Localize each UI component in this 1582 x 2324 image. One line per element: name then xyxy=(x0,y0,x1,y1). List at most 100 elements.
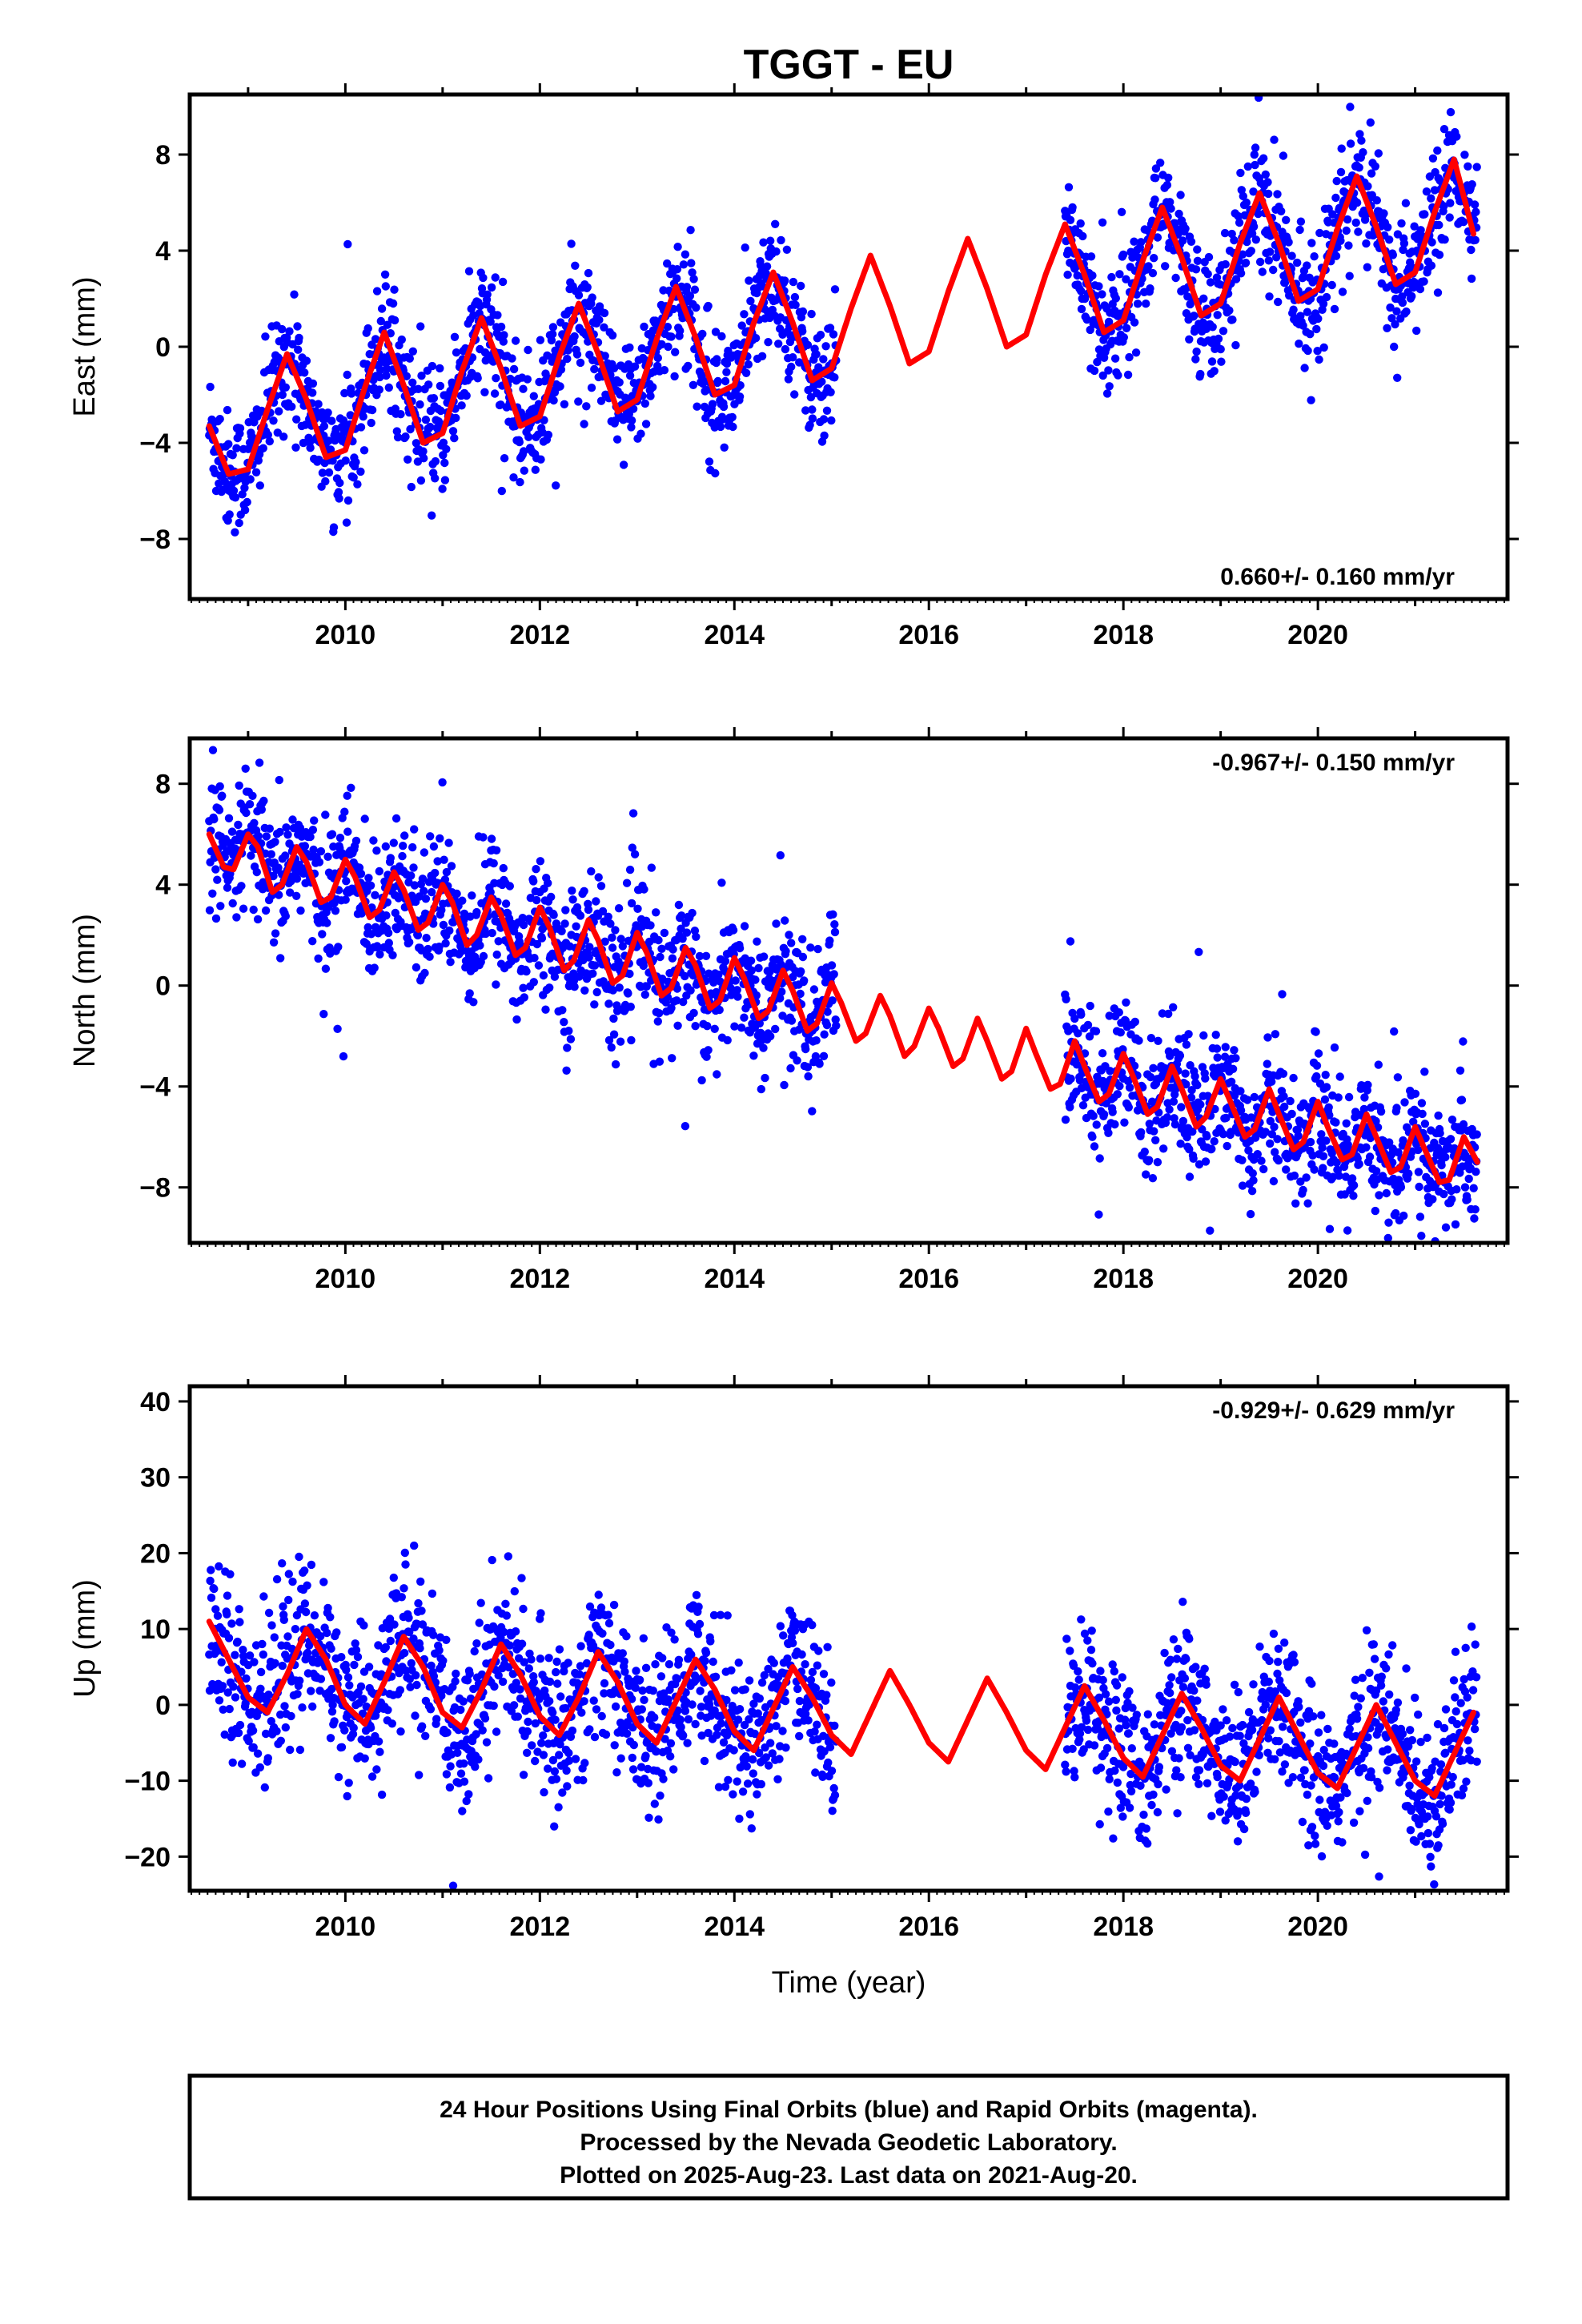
data-point xyxy=(470,1647,479,1656)
data-point xyxy=(387,1719,396,1728)
data-point xyxy=(1314,314,1323,324)
data-point xyxy=(215,806,224,814)
data-point xyxy=(358,1709,367,1718)
data-point xyxy=(237,882,246,891)
data-point xyxy=(807,309,816,319)
data-point xyxy=(553,1679,562,1688)
data-point xyxy=(1240,211,1250,220)
data-point xyxy=(511,1627,520,1636)
data-point xyxy=(436,834,444,843)
data-point xyxy=(536,1609,545,1618)
data-point xyxy=(1472,207,1480,216)
data-point xyxy=(1213,1053,1222,1062)
data-point xyxy=(422,934,431,943)
data-point xyxy=(491,273,500,282)
data-point xyxy=(759,1043,768,1052)
data-point xyxy=(288,815,297,824)
data-point xyxy=(547,892,556,902)
data-point xyxy=(687,259,696,267)
data-point xyxy=(445,926,454,935)
data-point xyxy=(705,457,714,466)
data-point xyxy=(1242,198,1251,207)
data-point xyxy=(1470,200,1480,209)
data-point xyxy=(1228,1064,1238,1074)
data-point xyxy=(1282,215,1291,224)
data-point xyxy=(829,330,838,339)
data-point xyxy=(519,920,528,930)
data-point xyxy=(1123,370,1133,380)
data-point xyxy=(486,887,495,897)
data-point xyxy=(735,392,745,401)
data-point xyxy=(560,919,569,928)
data-point xyxy=(1247,247,1256,255)
data-point xyxy=(231,1651,239,1659)
data-point xyxy=(1238,1181,1247,1190)
data-point xyxy=(359,1695,367,1703)
data-point xyxy=(537,1739,546,1747)
data-point xyxy=(1098,1049,1107,1058)
data-point xyxy=(682,283,692,292)
y-axis-label: East (mm) xyxy=(68,276,102,416)
data-point xyxy=(556,382,564,391)
data-point xyxy=(428,361,437,371)
data-point xyxy=(729,422,737,432)
data-point xyxy=(584,905,593,915)
data-point xyxy=(218,1682,227,1691)
data-point xyxy=(529,1678,538,1687)
data-point xyxy=(472,907,481,917)
data-point xyxy=(438,778,447,787)
data-point xyxy=(342,877,351,886)
data-point xyxy=(1393,1073,1403,1082)
data-point xyxy=(1280,278,1290,287)
data-point xyxy=(282,823,291,832)
data-point xyxy=(210,1584,219,1594)
data-point xyxy=(752,991,761,1000)
data-point xyxy=(1169,1003,1178,1012)
data-point xyxy=(1428,1195,1437,1204)
data-point xyxy=(1264,189,1273,199)
data-point xyxy=(572,350,582,359)
data-point xyxy=(1390,1027,1399,1036)
data-point xyxy=(1203,1132,1211,1141)
data-point xyxy=(1383,1233,1393,1243)
data-point xyxy=(232,913,241,922)
data-point xyxy=(1332,176,1341,186)
data-point xyxy=(375,866,383,876)
data-point xyxy=(323,1603,332,1613)
data-point xyxy=(405,354,414,363)
data-point xyxy=(774,340,783,348)
data-point xyxy=(303,1648,312,1658)
data-point xyxy=(255,1763,264,1772)
data-point xyxy=(487,283,496,292)
data-point xyxy=(261,332,270,341)
data-point xyxy=(265,436,274,446)
data-point xyxy=(327,416,336,425)
data-point xyxy=(351,1646,361,1655)
data-point xyxy=(697,1076,706,1085)
data-point xyxy=(259,796,268,806)
data-point xyxy=(1151,1136,1160,1145)
data-point xyxy=(784,375,793,384)
data-point xyxy=(1182,1080,1191,1089)
data-point xyxy=(530,954,539,963)
data-point xyxy=(482,1738,492,1747)
data-point xyxy=(235,781,243,790)
data-point xyxy=(228,899,237,908)
data-point xyxy=(1184,1030,1193,1039)
data-point xyxy=(536,455,545,464)
x-tick-label: 2012 xyxy=(509,1264,570,1294)
data-point xyxy=(781,947,790,956)
data-point xyxy=(1182,1040,1191,1049)
data-point xyxy=(1390,342,1399,352)
data-point xyxy=(1195,947,1203,957)
data-point xyxy=(800,976,809,985)
data-point xyxy=(319,421,329,431)
data-point xyxy=(436,406,445,416)
data-point xyxy=(334,1772,343,1782)
data-point xyxy=(500,331,508,340)
data-point xyxy=(1459,1037,1468,1046)
data-point xyxy=(416,1577,425,1586)
data-point xyxy=(333,1024,342,1034)
data-point xyxy=(1277,207,1286,215)
data-point xyxy=(1243,237,1251,247)
